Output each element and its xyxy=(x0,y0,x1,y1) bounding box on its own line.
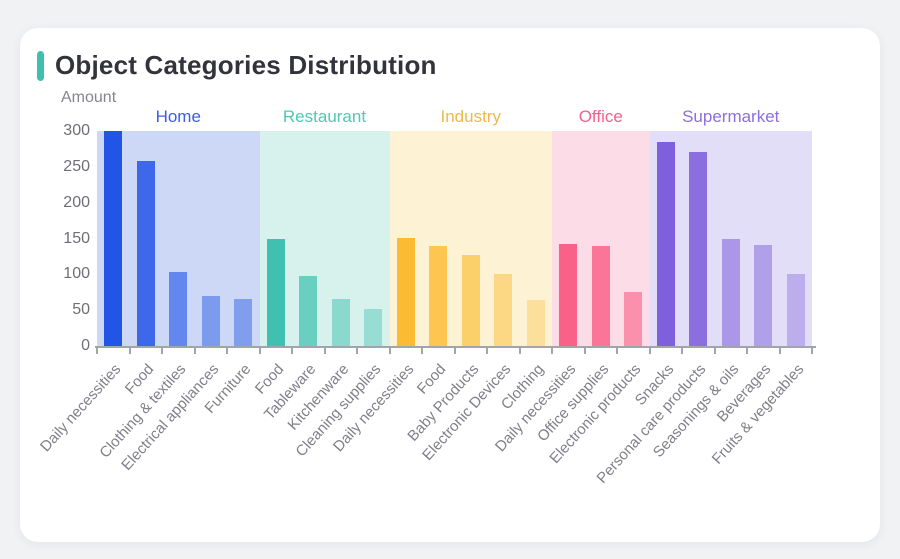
bar-tableware[interactable] xyxy=(299,276,318,346)
bar-daily-necessities[interactable] xyxy=(396,238,415,346)
bar-electronic-products[interactable] xyxy=(624,292,643,346)
x-axis-tick xyxy=(648,346,651,354)
group-label-industry: Industry xyxy=(440,107,501,126)
x-axis-tick xyxy=(746,346,748,354)
bar-office-supplies[interactable] xyxy=(591,246,610,346)
bar-cleaning-supplies[interactable] xyxy=(364,309,383,346)
y-axis-label: 50 xyxy=(72,301,90,319)
x-axis-line xyxy=(95,346,816,348)
x-axis-tick xyxy=(713,346,716,354)
x-axis-tick xyxy=(518,346,521,354)
bar-daily-necessities[interactable] xyxy=(559,244,578,346)
x-axis-tick xyxy=(291,346,293,354)
y-axis-title: Amount xyxy=(61,89,117,106)
x-axis-tick xyxy=(226,346,228,354)
bar-furniture[interactable] xyxy=(234,299,253,346)
x-axis-tick xyxy=(778,346,781,354)
bar-food[interactable] xyxy=(429,246,448,346)
bar-daily-necessities[interactable] xyxy=(104,131,123,346)
bar-food[interactable] xyxy=(266,239,285,346)
page-title: Object Categories Distribution xyxy=(55,50,437,80)
x-axis-tick xyxy=(616,346,618,354)
y-axis-label: 200 xyxy=(63,193,90,211)
x-axis-tick xyxy=(453,346,456,354)
bar-kitchenware[interactable] xyxy=(331,299,350,346)
y-axis-label: 300 xyxy=(63,122,90,139)
x-axis-tick xyxy=(811,346,813,354)
group-label-restaurant: Restaurant xyxy=(282,107,367,126)
x-axis-tick xyxy=(128,346,131,354)
x-axis-tick xyxy=(583,346,586,354)
title-accent-bar xyxy=(37,51,44,81)
x-axis-tick xyxy=(486,346,488,354)
group-label-supermarket: Supermarket xyxy=(682,107,780,126)
x-axis-tick xyxy=(356,346,358,354)
x-axis-tick xyxy=(161,346,163,354)
x-axis-tick xyxy=(551,346,553,354)
y-axis-label: 250 xyxy=(63,157,90,175)
x-axis-tick xyxy=(421,346,423,354)
x-axis-tick xyxy=(323,346,326,354)
chart-card: Object Categories Distribution Amount Ho… xyxy=(20,28,880,542)
x-axis-tick xyxy=(388,346,391,354)
y-axis-label: 0 xyxy=(81,337,90,354)
x-axis-tick xyxy=(681,346,683,354)
y-axis-label: 150 xyxy=(63,229,90,247)
bar-fruits-vegetables[interactable] xyxy=(786,274,805,346)
bar-electrical-appliances[interactable] xyxy=(201,296,220,346)
bar-beverages[interactable] xyxy=(754,245,773,346)
bar-seasonings-oils[interactable] xyxy=(721,239,740,346)
x-axis-tick xyxy=(258,346,261,354)
group-label-home: Home xyxy=(155,107,201,126)
bar-electronic-devices[interactable] xyxy=(494,274,513,346)
x-axis-tick xyxy=(193,346,196,354)
bar-clothing-textiles[interactable] xyxy=(169,272,188,346)
bar-baby-products[interactable] xyxy=(461,255,480,346)
bar-personal-care-products[interactable] xyxy=(689,152,708,346)
bar-food[interactable] xyxy=(136,161,155,346)
bar-chart: Home Daily necessities Food Clothing & text… xyxy=(20,28,880,542)
group-label-office: Office xyxy=(578,107,623,126)
bar-clothing[interactable] xyxy=(526,300,545,346)
y-axis-label: 100 xyxy=(63,265,90,283)
bar-snacks[interactable] xyxy=(656,142,675,346)
x-axis-tick xyxy=(96,346,98,354)
